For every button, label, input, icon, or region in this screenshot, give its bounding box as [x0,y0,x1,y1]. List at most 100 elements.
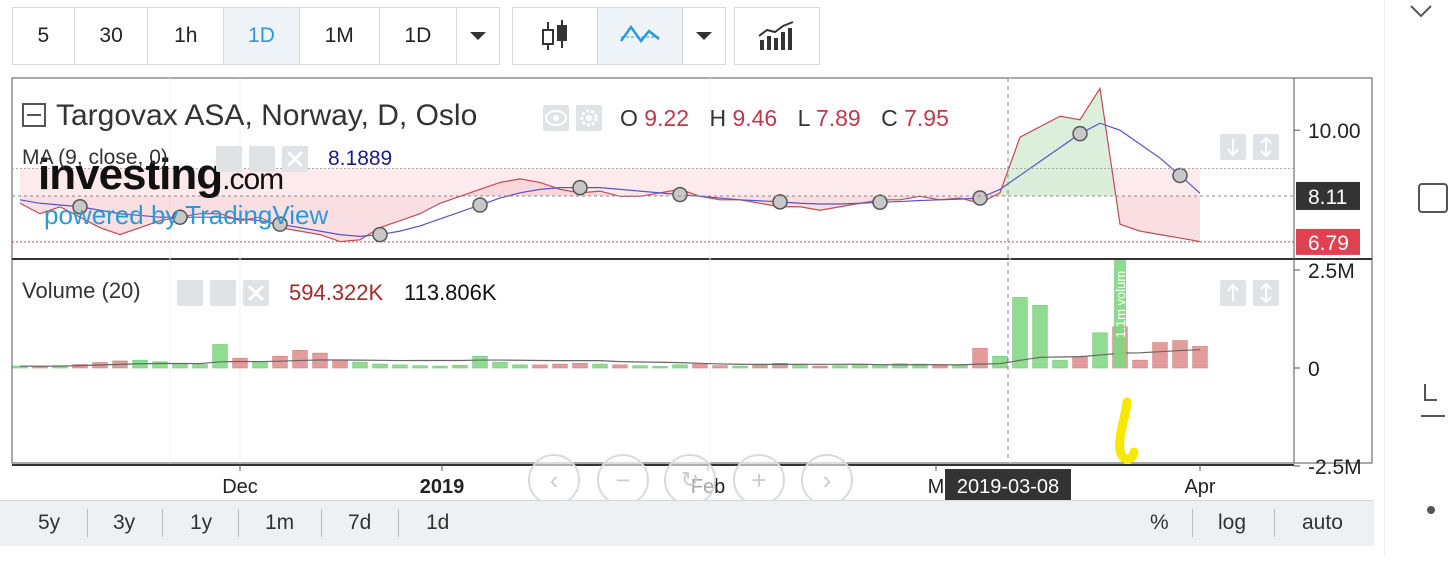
interval-1h[interactable]: 1h [148,8,225,64]
volume-bar [1152,342,1168,369]
volume-bar [1192,346,1208,369]
volume-value-1: 594.322K [289,280,384,305]
arrow-down-icon[interactable] [1220,134,1246,161]
indicators-button[interactable] [735,8,819,64]
interval-dropdown[interactable] [457,8,500,64]
chevron-right-icon: › [822,464,832,495]
collapse-icon[interactable] [22,103,46,128]
volume-tick-label: -2.5M [1308,456,1362,479]
scale-percent[interactable]: % [1150,511,1169,534]
volume-bar [152,361,168,369]
volume-bar [1052,359,1068,369]
volume-bar [812,365,828,369]
volume-bar [712,365,728,369]
volume-bar [352,361,368,369]
arrow-up-icon[interactable] [1220,280,1246,307]
watermark-brand-text: investing [38,150,223,199]
expand-icon[interactable] [1252,134,1279,161]
ma-marker [672,186,688,203]
ma-value: 8.1889 [328,147,393,170]
volume-bar [1132,359,1148,369]
interval-30[interactable]: 30 [74,8,149,64]
ma-line [19,122,1201,237]
interval-1m[interactable]: 1M [299,8,380,64]
eye-icon[interactable] [543,105,569,132]
gear-icon[interactable] [248,146,275,173]
scale-log[interactable]: log [1218,511,1247,534]
chart-type-dropdown[interactable] [683,8,726,64]
chart-type-group [512,7,726,65]
legend-row: Targovax ASA, Norway, D, Oslo [22,99,477,133]
volume-bar [532,364,548,369]
scale-auto[interactable]: auto [1302,511,1343,534]
recents-icon[interactable] [1418,183,1448,213]
plus-icon: + [751,464,767,495]
indicators-group [734,7,820,65]
chevron-left-icon: ‹ [549,464,559,495]
scroll-left-button[interactable]: ‹ [528,454,580,506]
ma-marker [872,194,888,210]
volume-bar [912,363,928,369]
high-value: 9.46 [732,105,778,131]
ma-marker [372,226,388,243]
range-3y[interactable]: 3y [113,511,136,534]
volume-bar [832,365,848,369]
range-5y[interactable]: 5y [38,511,61,534]
chart-toolbar: 5 30 1h 1D 1M 1D [0,0,1380,70]
line-chart-button[interactable] [598,8,684,64]
range-1m[interactable]: 1m [265,511,295,534]
ma-marker [572,179,588,196]
chart-area[interactable]: 1.1m volum 10.00 8.11 6.79 2.5M 0 -2.5M Dec 201… [0,70,1380,510]
time-tick-label: 2019 [420,476,465,498]
range-1y[interactable]: 1y [190,511,213,534]
zoom-in-button[interactable]: + [733,454,785,506]
volume-bar [952,365,968,369]
price-tick-label: 10.00 [1308,120,1361,143]
price-line [19,86,1201,243]
gear-icon[interactable] [209,280,236,307]
close-icon[interactable] [281,146,308,173]
ma-marker [472,197,488,213]
interval-group: 5 30 1h 1D 1M 1D [12,7,500,65]
highlight-mark [1115,397,1139,464]
volume-bar [852,364,868,369]
ma-marker [1072,125,1088,142]
interval-1d-custom[interactable]: 1D [379,8,458,64]
volume-bar [192,364,208,369]
volume-bar [932,364,948,369]
volume-controls [177,278,269,307]
gear-icon[interactable] [575,105,602,132]
ohlc-values: O 9.22 H 9.46 L 7.89 C 7.95 [620,105,963,132]
eye-icon[interactable] [216,146,242,173]
volume-bar [452,364,468,369]
scroll-right-button[interactable]: › [801,454,853,506]
last-price-badge [1296,181,1360,210]
volume-bar [232,357,248,369]
expand-icon[interactable] [1252,280,1279,307]
interval-1d[interactable]: 1D [224,8,300,64]
range-7d[interactable]: 7d [348,511,372,534]
crosshair-date-label: 2019-03-08 [957,476,1059,498]
home-dot-icon[interactable] [1427,506,1435,514]
volume-bar [1012,297,1028,369]
volume-bar [572,362,588,369]
watermark-brand: investing.com [38,150,284,200]
price-volume-chart[interactable]: 1.1m volum 10.00 8.11 6.79 2.5M 0 -2.5M Dec 201… [0,70,1380,510]
eye-icon[interactable] [177,280,203,307]
reset-button[interactable]: ↻ [664,454,716,506]
price-pane-controls [1220,132,1279,161]
minus-icon: − [615,464,631,495]
volume-bar [252,361,268,369]
ma-legend: MA (9, close, 0) [22,146,168,170]
candlestick-button[interactable] [513,8,599,64]
ma-marker [72,199,88,215]
volume-bar [212,344,228,369]
close-label: C [881,105,898,131]
chevron-down-icon[interactable] [1410,5,1432,18]
back-icon[interactable] [1424,384,1437,401]
range-1d[interactable]: 1d [426,511,450,534]
close-icon[interactable] [242,280,269,307]
zoom-out-button[interactable]: − [597,454,649,506]
interval-5[interactable]: 5 [13,8,75,64]
watermark-powered: powered by TradingView [44,200,329,230]
